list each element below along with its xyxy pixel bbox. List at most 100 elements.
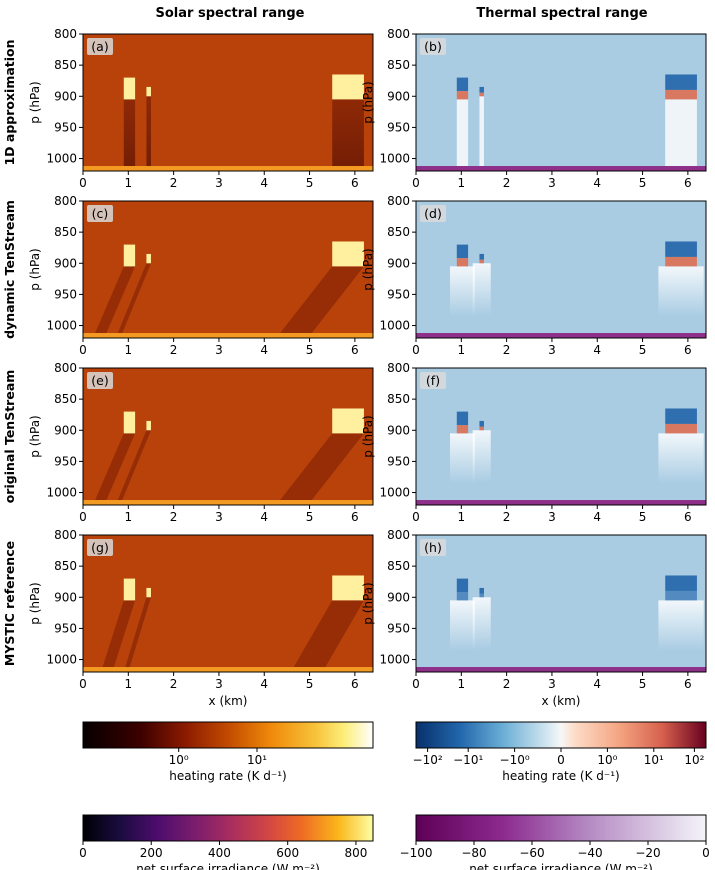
- colorbar-gradient: [82, 814, 374, 842]
- y-tick-label: 800: [387, 361, 410, 375]
- cloud-shadow: [117, 430, 151, 501]
- cloud: [332, 74, 364, 100]
- x-tick-label: 6: [351, 677, 359, 691]
- panel-label: (d): [424, 206, 442, 221]
- panel-label: (f): [426, 373, 440, 388]
- cloud: [146, 86, 151, 97]
- cloud-base: [665, 590, 697, 601]
- x-tick-label: 0: [79, 343, 87, 357]
- y-tick-label: 950: [54, 621, 77, 635]
- colorbar-tick-label: 0: [702, 846, 710, 860]
- y-tick-label: 850: [54, 559, 77, 573]
- cloud-column: [665, 99, 697, 167]
- x-tick-label: 6: [684, 677, 692, 691]
- y-tick-label: 800: [387, 528, 410, 542]
- x-tick-label: 2: [503, 176, 511, 190]
- x-tick-label: 0: [412, 510, 420, 524]
- colorbar-tick-label: −80: [461, 846, 486, 860]
- x-tick-label: 2: [170, 343, 178, 357]
- y-tick-label: 850: [387, 58, 410, 72]
- colorbar-tick-label: 10²: [684, 753, 704, 767]
- y-tick-label: 1000: [46, 319, 77, 333]
- cloud-base: [479, 259, 484, 264]
- cloud: [146, 420, 151, 431]
- cloud-shadow: [95, 433, 136, 501]
- cloud-top: [456, 77, 469, 92]
- y-tick-label: 900: [54, 256, 77, 270]
- cloud: [146, 253, 151, 264]
- y-tick-label: 900: [387, 256, 410, 270]
- panel-label: (e): [91, 373, 108, 388]
- axes-frame: [82, 200, 374, 339]
- cloud: [332, 575, 364, 601]
- cloud-top: [456, 244, 469, 259]
- colorbar-tick-label: −60: [519, 846, 544, 860]
- axes-frame: [82, 534, 374, 673]
- x-axis-label: x (km): [209, 694, 248, 708]
- x-tick-label: 0: [412, 343, 420, 357]
- y-tick-label: 1000: [379, 486, 410, 500]
- panel-label-box: [87, 205, 113, 222]
- x-tick-label: 3: [548, 176, 556, 190]
- surface-strip: [416, 333, 706, 338]
- colorbar-tick-label: 10¹: [247, 753, 267, 767]
- x-tick-label: 0: [79, 176, 87, 190]
- cloud-base: [456, 592, 469, 601]
- axes-frame: [415, 367, 707, 506]
- row-title: dynamic TenStream: [2, 200, 17, 339]
- y-tick-label: 850: [54, 225, 77, 239]
- y-axis-label: p (hPa): [28, 415, 42, 457]
- cloud-shadow: [146, 96, 151, 167]
- panel-label-box: [420, 205, 446, 222]
- panel-label-box: [87, 539, 113, 556]
- x-tick-label: 2: [170, 677, 178, 691]
- panel: 0 1 2 3 4 5 6 800 850 900 950 1000 p (hPa) (f): [361, 361, 707, 524]
- colorbar-gradient: [415, 814, 707, 842]
- cloud-top: [665, 575, 697, 591]
- panel: 0 1 2 3 4 5 6 800 850 900 950 1000 p (hPa) (a): [28, 27, 374, 190]
- surface-strip: [83, 667, 373, 672]
- y-tick-label: 950: [54, 454, 77, 468]
- axes-frame: [82, 33, 374, 172]
- y-tick-label: 800: [54, 528, 77, 542]
- y-tick-label: 900: [54, 590, 77, 604]
- colorbar-tick-label: 10⁰: [597, 753, 617, 767]
- x-tick-label: 1: [457, 343, 465, 357]
- colorbar-tick-label: 0: [557, 753, 565, 767]
- cloud-top: [479, 86, 484, 93]
- cloud-shadow: [280, 266, 364, 334]
- y-axis-label: p (hPa): [28, 248, 42, 290]
- panel-label-box: [420, 372, 446, 389]
- cloud-cooling-halo: [472, 430, 491, 483]
- y-tick-label: 850: [387, 225, 410, 239]
- x-tick-label: 3: [548, 510, 556, 524]
- cloud-base: [665, 423, 697, 434]
- cloud-top: [665, 408, 697, 424]
- y-axis-label: p (hPa): [28, 582, 42, 624]
- colorbar-tick-label: 10¹: [644, 753, 664, 767]
- colorbar-tick-label: −10²: [413, 753, 443, 767]
- x-tick-label: 6: [351, 343, 359, 357]
- x-tick-label: 1: [457, 510, 465, 524]
- x-tick-label: 3: [548, 343, 556, 357]
- y-tick-label: 900: [387, 89, 410, 103]
- y-tick-label: 1000: [379, 319, 410, 333]
- x-tick-label: 1: [457, 176, 465, 190]
- x-tick-label: 0: [412, 677, 420, 691]
- x-tick-label: 6: [684, 343, 692, 357]
- y-axis-label: p (hPa): [361, 415, 375, 457]
- colorbar-tick-label: −40: [577, 846, 602, 860]
- cloud-cooling-halo: [449, 433, 475, 484]
- x-tick-label: 5: [306, 510, 314, 524]
- y-tick-label: 800: [387, 194, 410, 208]
- panel-label: (a): [91, 39, 108, 54]
- colorbar: 0 200 400 600 800 net surface irradiance (W m…: [79, 814, 374, 870]
- y-axis-label: p (hPa): [361, 248, 375, 290]
- surface-strip: [83, 333, 373, 338]
- x-tick-label: 3: [215, 343, 223, 357]
- panel: 0 1 2 3 4 5 6 800 850 900 950 1000 p (hPa) (h) x (km): [361, 528, 707, 708]
- cloud-shadow: [95, 266, 136, 334]
- y-tick-label: 850: [54, 392, 77, 406]
- cloud-column: [479, 96, 484, 167]
- colorbar-label: net surface irradiance (W m⁻²): [136, 862, 320, 870]
